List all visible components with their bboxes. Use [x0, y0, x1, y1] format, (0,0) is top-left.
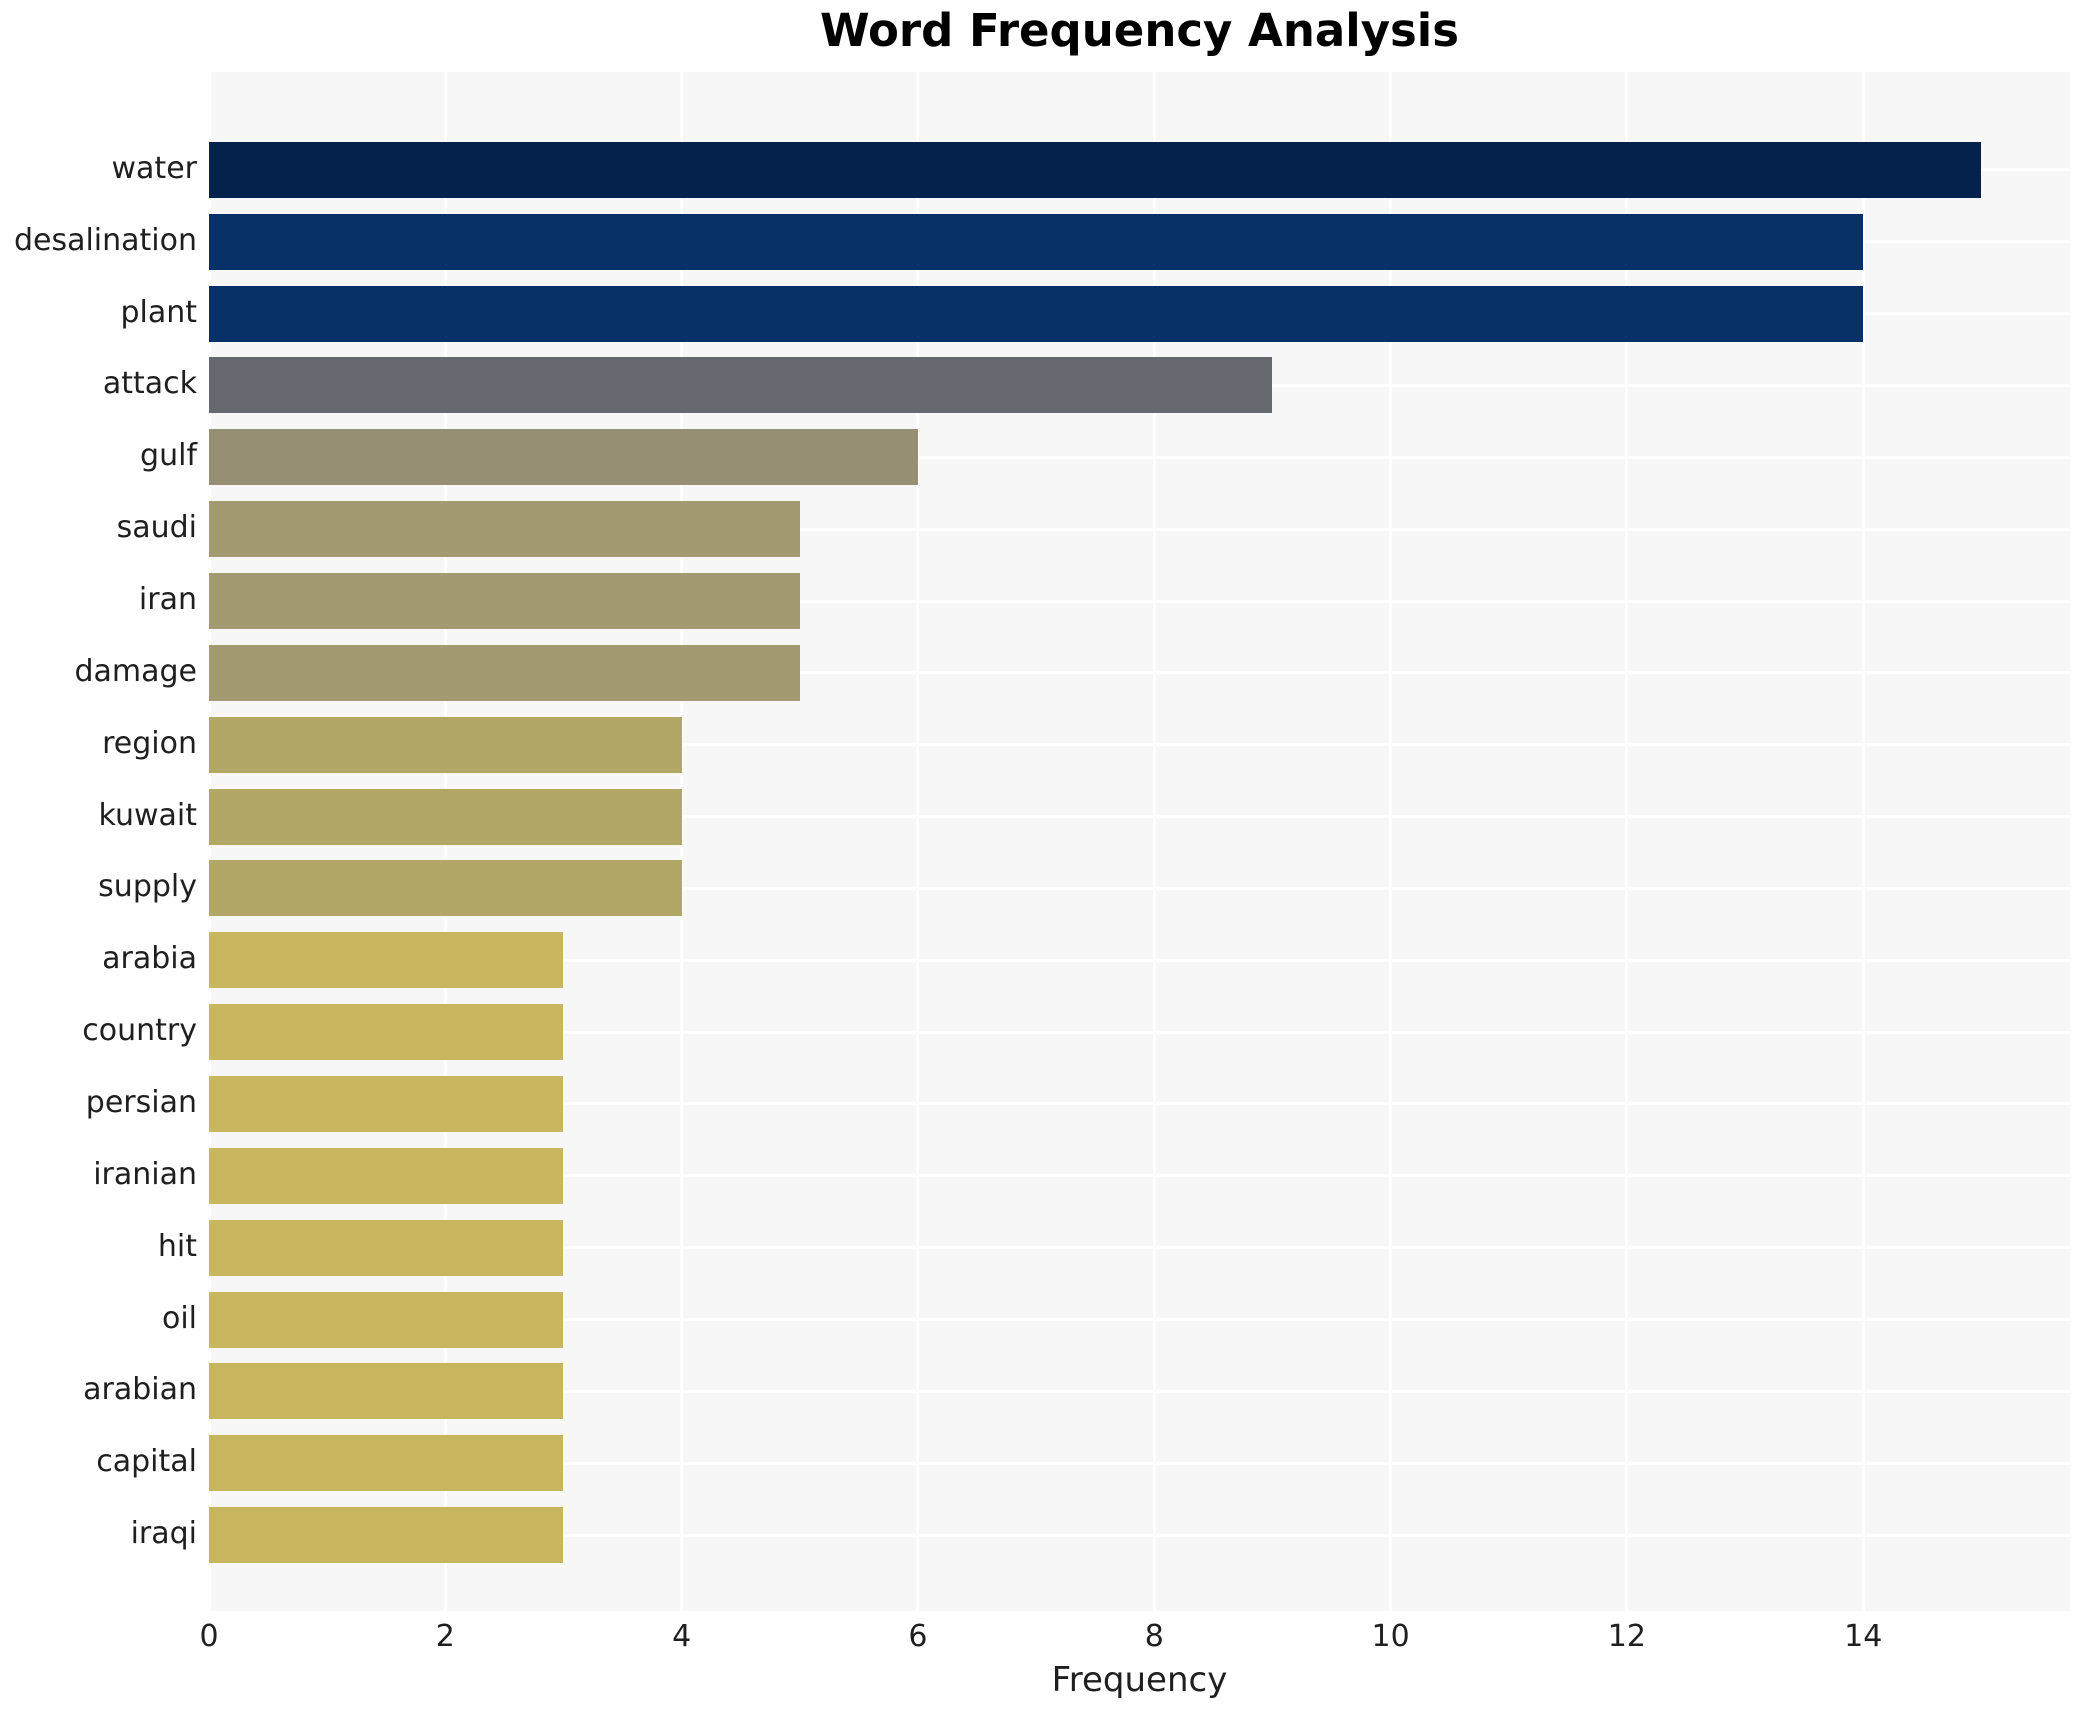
bar-region: [209, 716, 682, 773]
y-tick-label-iranian: iranian: [93, 1156, 197, 1192]
y-tick-label-capital: capital: [96, 1444, 197, 1480]
y-tick-label-desalination: desalination: [13, 222, 197, 258]
horizontal-gridline: [209, 671, 2070, 675]
x-tick-label-14: 14: [1844, 1619, 1883, 1654]
vertical-gridline: [1152, 72, 1156, 1611]
bar-capital: [209, 1435, 564, 1492]
horizontal-gridline: [209, 743, 2070, 747]
x-tick-label-6: 6: [908, 1619, 928, 1654]
bar-iran: [209, 573, 800, 630]
y-tick-label-damage: damage: [74, 653, 197, 689]
bar-iraqi: [209, 1507, 564, 1564]
horizontal-gridline: [209, 958, 2070, 962]
x-tick-label-2: 2: [435, 1619, 455, 1654]
x-tick-label-12: 12: [1607, 1619, 1646, 1654]
horizontal-gridline: [209, 527, 2070, 531]
vertical-gridline: [680, 72, 684, 1611]
y-tick-label-arabia: arabia: [102, 941, 197, 977]
bar-iranian: [209, 1147, 564, 1204]
vertical-gridline: [1625, 72, 1629, 1611]
bar-hit: [209, 1219, 564, 1276]
horizontal-gridline: [209, 1102, 2070, 1106]
horizontal-gridline: [209, 455, 2070, 459]
y-tick-label-arabian: arabian: [83, 1372, 197, 1408]
horizontal-gridline: [209, 815, 2070, 819]
y-tick-label-country: country: [82, 1013, 197, 1049]
vertical-gridline: [916, 72, 920, 1611]
horizontal-gridline: [209, 1246, 2070, 1250]
horizontal-gridline: [209, 1030, 2070, 1034]
bar-attack: [209, 357, 1273, 414]
x-tick-label-10: 10: [1371, 1619, 1410, 1654]
x-tick-label-0: 0: [199, 1619, 219, 1654]
bar-persian: [209, 1075, 564, 1132]
horizontal-gridline: [209, 599, 2070, 603]
y-tick-label-iran: iran: [138, 582, 197, 618]
horizontal-gridline: [209, 886, 2070, 890]
bar-plant: [209, 285, 1864, 342]
bar-arabian: [209, 1363, 564, 1420]
horizontal-gridline: [209, 1461, 2070, 1465]
y-tick-label-kuwait: kuwait: [98, 797, 197, 833]
horizontal-gridline: [209, 1174, 2070, 1178]
y-tick-label-saudi: saudi: [116, 510, 197, 546]
x-axis-title: Frequency: [1051, 1660, 1228, 1700]
y-tick-label-plant: plant: [120, 294, 197, 330]
bar-kuwait: [209, 788, 682, 845]
y-tick-label-iraqi: iraqi: [130, 1516, 197, 1552]
plot-area: [207, 72, 2070, 1611]
bar-country: [209, 1004, 564, 1061]
x-tick-label-8: 8: [1144, 1619, 1164, 1654]
vertical-gridline: [1861, 72, 1865, 1611]
chart-title: Word Frequency Analysis: [819, 4, 1460, 57]
y-tick-label-region: region: [102, 725, 197, 761]
y-tick-label-gulf: gulf: [140, 438, 197, 474]
bar-saudi: [209, 501, 800, 558]
y-tick-label-oil: oil: [161, 1300, 197, 1336]
horizontal-gridline: [209, 1318, 2070, 1322]
x-tick-label-4: 4: [672, 1619, 692, 1654]
y-tick-label-persian: persian: [85, 1084, 197, 1120]
y-tick-label-hit: hit: [157, 1228, 197, 1264]
bar-damage: [209, 644, 800, 701]
horizontal-gridline: [209, 1533, 2070, 1537]
bar-water: [209, 141, 1982, 198]
bar-desalination: [209, 213, 1864, 270]
horizontal-gridline: [209, 1389, 2070, 1393]
bar-supply: [209, 860, 682, 917]
y-tick-label-attack: attack: [102, 366, 197, 402]
y-tick-label-supply: supply: [98, 869, 197, 905]
bar-oil: [209, 1291, 564, 1348]
y-tick-label-water: water: [111, 150, 197, 186]
bar-gulf: [209, 429, 918, 486]
bar-arabia: [209, 932, 564, 989]
vertical-gridline: [1389, 72, 1393, 1611]
